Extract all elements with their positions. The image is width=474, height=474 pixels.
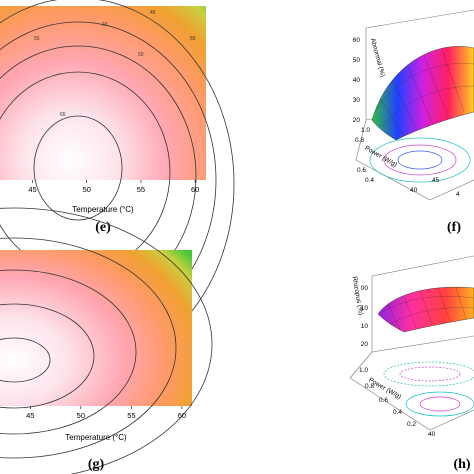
x-tick-label: 50 [77, 411, 85, 420]
panel-h-floor-contours [383, 361, 474, 417]
contour-label: 50 [138, 52, 144, 58]
y-tick-label: 0.6 [379, 397, 388, 404]
y-tick-label: 1.0 [359, 367, 368, 374]
panel-f-surface [371, 46, 474, 141]
z-tick-label: 40 [353, 77, 361, 84]
panel-e-contour-labels: 55 60 45 50 65 55 [34, 10, 196, 118]
panel-f-surface-mesh [375, 49, 474, 137]
z-tick-label: 20 [361, 341, 369, 348]
z-tick-label: 10 [361, 305, 369, 312]
z-tick-label: 30 [353, 97, 361, 104]
panel-f-z-axis-label: Abnormal (%) [369, 38, 386, 78]
panel-h-3d-surface: 00 10 10 20 Rhizopus (%) 1.0 0.8 0.6 0.4… [349, 255, 474, 472]
x-tick-label: 60 [178, 411, 186, 420]
z-tick-label: 20 [353, 117, 361, 124]
contour-label: 65 [60, 112, 66, 118]
contour-line [0, 337, 51, 383]
contour-line [0, 207, 213, 474]
x-tick-label: 45 [26, 411, 34, 420]
contour-label: 60 [102, 22, 108, 28]
panel-f-y-ticks: 1.0 0.8 0.6 0.4 [355, 127, 374, 184]
x-tick-label: 40 [428, 431, 436, 438]
panel-g-plot-area [0, 250, 192, 406]
x-tick-label: 45 [28, 185, 36, 194]
y-tick-label: 0.4 [393, 409, 402, 416]
panel-h-surface [377, 286, 474, 333]
y-tick-label: 1.0 [361, 127, 370, 134]
panel-f-x-ticks: 40 45 4 [410, 177, 460, 198]
panel-g-contour-lines [0, 207, 213, 474]
x-tick-label: 4 [456, 191, 460, 198]
z-tick-label: 50 [353, 57, 361, 64]
contour-label: 45 [150, 10, 156, 16]
x-tick-label: 55 [137, 185, 145, 194]
contour-line [0, 237, 177, 459]
panel-h-label: (h) [453, 457, 470, 472]
contour-label: 55 [34, 36, 40, 42]
x-tick-label: 40 [410, 187, 418, 194]
contour-line [0, 303, 95, 409]
panel-h-surface-mesh [381, 286, 474, 331]
contour-line [33, 115, 123, 221]
panel-e-x-axis: 45 50 55 60 [28, 180, 199, 194]
panel-f-label: (f) [447, 220, 461, 235]
y-tick-label: 0.8 [355, 137, 364, 144]
panel-g-x-axis-label: Temperature (°C) [65, 433, 127, 442]
z-tick-label: 10 [361, 323, 369, 330]
panel-h-z-ticks: 00 10 10 20 [361, 285, 369, 348]
panel-f-floor-contours [369, 137, 471, 183]
x-tick-label: 50 [83, 185, 91, 194]
x-tick-label: 55 [127, 411, 135, 420]
panel-f-3d-surface: 60 50 40 30 20 Abnormal (%) 1.0 0.8 0.6 … [353, 9, 474, 235]
z-tick-label: 00 [361, 285, 369, 292]
panel-f-z-ticks: 60 50 40 30 20 [353, 37, 361, 124]
panel-h-y-ticks: 1.0 0.8 0.6 0.4 0.2 [359, 367, 416, 428]
x-tick-label: 60 [191, 185, 199, 194]
contour-line [0, 269, 137, 435]
panel-f-y-axis-label: Power (W/g) [363, 145, 398, 169]
z-tick-label: 60 [353, 37, 361, 44]
y-tick-label: 0.4 [365, 177, 374, 184]
panel-g-contour: 45 50 55 60 Temperature (°C) (g) [0, 207, 213, 474]
y-tick-label: 0.8 [365, 383, 374, 390]
y-tick-label: 0.6 [357, 167, 366, 174]
panel-h-box [349, 255, 474, 431]
panel-h-z-axis-label: Rhizopus (%) [351, 276, 365, 316]
panel-g-x-axis: 45 50 55 60 [26, 406, 186, 420]
y-tick-label: 0.2 [407, 421, 416, 428]
panel-g-label: (g) [88, 457, 105, 472]
panel-e-plot-area [0, 6, 206, 180]
x-tick-label: 45 [432, 177, 440, 184]
contour-label: 55 [190, 36, 196, 42]
panel-e-x-axis-label: Temperature (°C) [72, 205, 134, 214]
